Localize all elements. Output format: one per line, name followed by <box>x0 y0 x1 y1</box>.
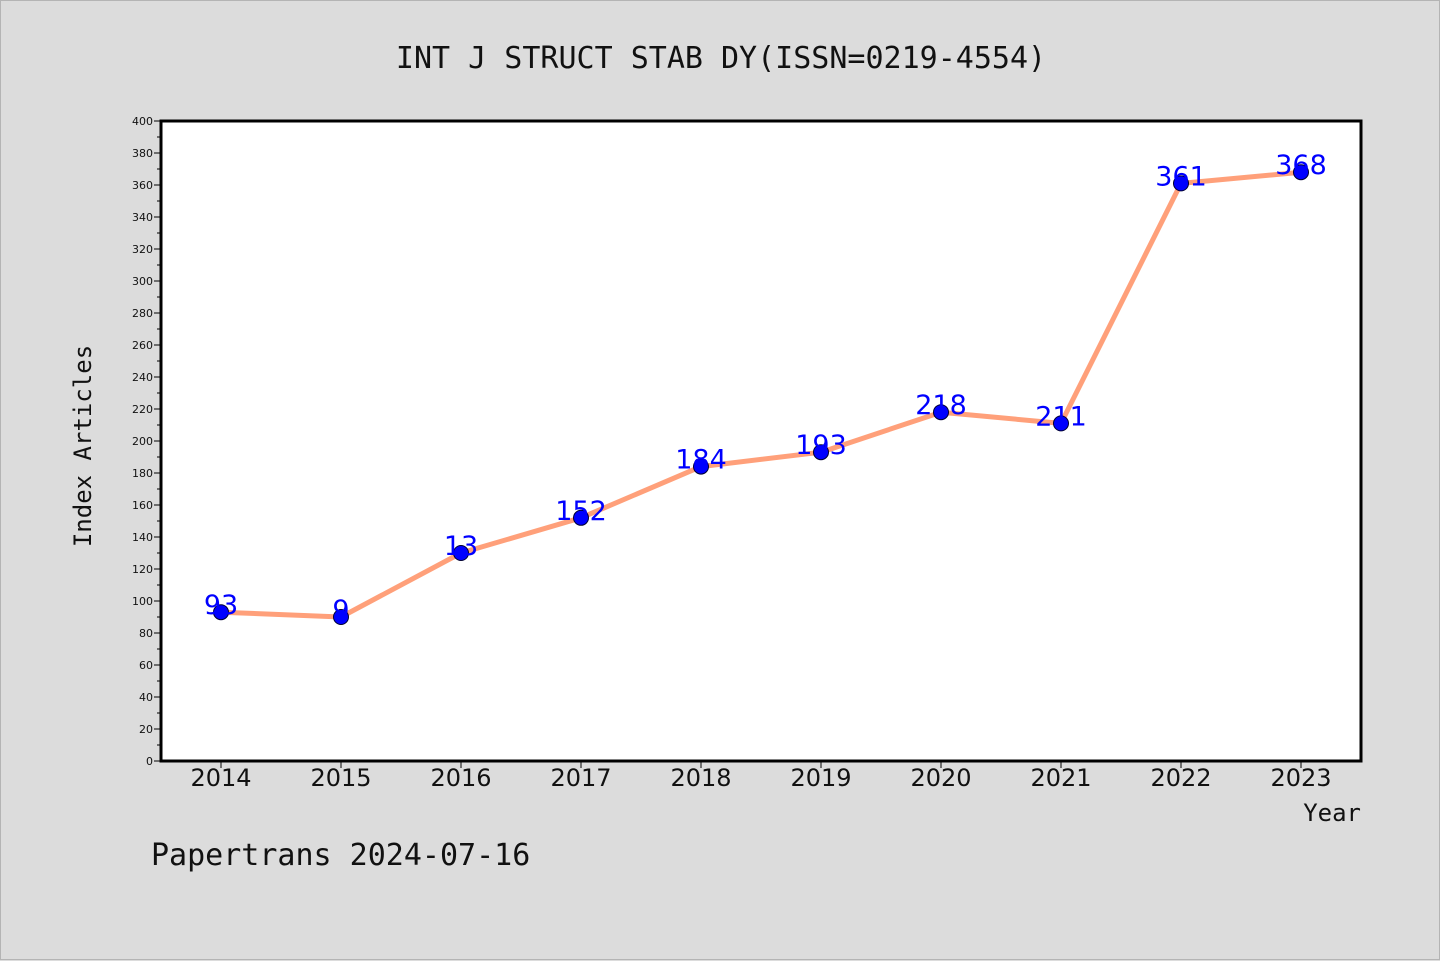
data-label: 152 <box>555 496 607 527</box>
y-axis: 0 20 40 60 80 100 120 140 160 180 200 220 240 260 280 3… <box>132 115 161 768</box>
y-tick-label: 400 <box>132 115 153 128</box>
series-line <box>218 169 1304 620</box>
data-point <box>333 609 349 625</box>
y-tick-label: 300 <box>132 275 153 288</box>
y-tick-label: 100 <box>132 595 153 608</box>
x-tick-label: 2015 <box>310 764 371 792</box>
x-tick-label: 2020 <box>910 764 971 792</box>
data-point <box>1053 415 1069 432</box>
x-tick-label: 2017 <box>550 764 611 792</box>
y-tick-label: 220 <box>132 403 153 416</box>
x-tick-label: 2022 <box>1150 764 1211 792</box>
x-tick-label: 2014 <box>190 764 251 792</box>
x-tick-label: 2018 <box>670 764 731 792</box>
data-point <box>213 604 229 621</box>
data-point <box>693 458 709 475</box>
y-tick-label: 340 <box>132 211 153 224</box>
y-tick-label: 320 <box>132 243 153 256</box>
plot-area <box>159 119 1363 763</box>
data-label: 93 <box>204 590 238 621</box>
y-tick-label: 120 <box>132 563 153 576</box>
data-label: 13 <box>444 531 478 562</box>
x-axis: 2014 2015 2016 2017 2018 2019 2020 2021 2022 2023 <box>190 761 1332 792</box>
data-point <box>1173 175 1189 192</box>
y-tick-label: 0 <box>146 755 153 768</box>
data-label: 218 <box>915 390 967 421</box>
data-point <box>453 545 469 561</box>
chart-title: INT J STRUCT STAB DY(ISSN=0219-4554) <box>396 41 1046 76</box>
y-tick-label: 260 <box>132 339 153 352</box>
y-tick-label: 60 <box>139 659 153 672</box>
x-tick-label: 2023 <box>1270 764 1331 792</box>
y-tick-label: 240 <box>132 371 153 384</box>
y-tick-label: 280 <box>132 307 153 320</box>
data-point <box>1293 164 1309 181</box>
y-tick-label: 180 <box>132 467 153 480</box>
x-tick-label: 2019 <box>790 764 851 792</box>
y-tick-label: 380 <box>132 147 153 160</box>
y-axis-label: Index Articles <box>69 345 97 547</box>
footer-credit: Papertrans 2024-07-16 <box>151 838 530 873</box>
y-tick-label: 360 <box>132 179 153 192</box>
y-tick-label: 160 <box>132 499 153 512</box>
data-label: 9 <box>332 595 349 626</box>
data-label: 193 <box>795 430 847 461</box>
data-point <box>813 444 829 461</box>
y-tick-label: 80 <box>139 627 153 640</box>
data-point <box>573 509 589 526</box>
data-label: 211 <box>1035 401 1087 432</box>
data-point <box>933 404 949 421</box>
y-tick-label: 140 <box>132 531 153 544</box>
y-tick-label: 20 <box>139 723 153 736</box>
x-axis-label: Year <box>1303 799 1361 827</box>
x-tick-label: 2016 <box>430 764 491 792</box>
data-label: 368 <box>1275 150 1327 181</box>
y-tick-label: 40 <box>139 691 153 704</box>
x-tick-label: 2021 <box>1030 764 1091 792</box>
series-group: 93 9 13 152 184 193 218 211 361 368 <box>204 150 1327 626</box>
y-tick-label: 200 <box>132 435 153 448</box>
data-label: 361 <box>1155 161 1207 192</box>
data-label: 184 <box>675 445 727 476</box>
